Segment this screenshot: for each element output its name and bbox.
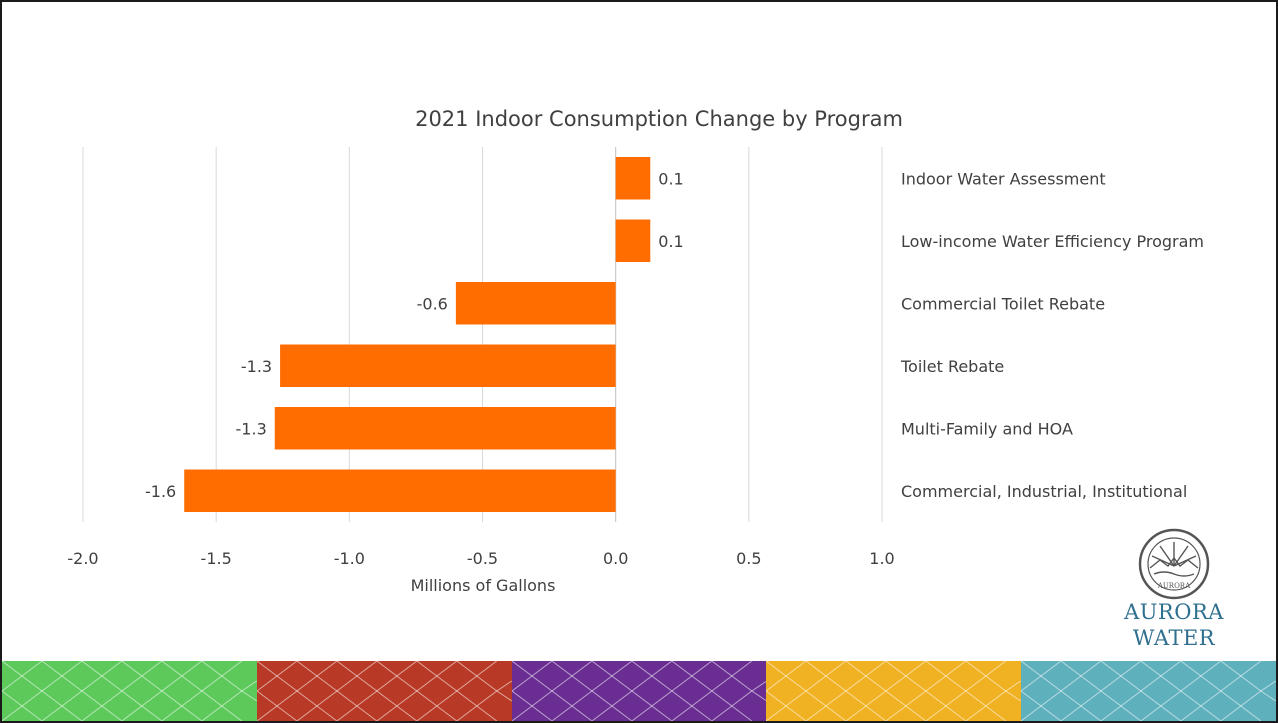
logo-word-aurora: AURORA: [1124, 600, 1224, 624]
bar: [455, 282, 616, 325]
footer-color-band: [2, 660, 1276, 721]
bar: [615, 157, 651, 200]
x-tick-label: 0.5: [736, 549, 761, 568]
bar: [280, 344, 616, 387]
footer-band-segment: [2, 660, 258, 721]
seal-text: AURORA: [1157, 582, 1191, 590]
grid-layer: [82, 147, 883, 522]
data-label: -1.3: [236, 419, 267, 438]
aurora-seal-icon: AURORA: [1138, 528, 1210, 600]
category-label: Low-income Water Efficiency Program: [901, 232, 1204, 251]
lattice-pattern: [256, 660, 512, 721]
footer-band-segment: [1020, 660, 1276, 721]
x-tick-label: -0.5: [467, 549, 498, 568]
bar: [274, 407, 616, 450]
category-label: Indoor Water Assessment: [901, 169, 1106, 188]
category-label: Multi-Family and HOA: [901, 419, 1073, 438]
lattice-pattern: [1020, 660, 1276, 721]
lattice-pattern: [766, 660, 1022, 721]
bar: [184, 469, 616, 512]
data-label: 0.1: [658, 169, 683, 188]
footer-band-segment: [511, 660, 767, 721]
x-tick-label: -1.0: [334, 549, 365, 568]
bar-layer: [184, 157, 651, 512]
data-label: -1.6: [145, 482, 176, 501]
footer-band-segment: [766, 660, 1022, 721]
data-label: -0.6: [417, 294, 448, 313]
data-label: -1.3: [241, 357, 272, 376]
lattice-pattern: [511, 660, 767, 721]
label-layer: 0.1 Indoor Water Assessment 0.1 Low-income …: [145, 169, 1204, 501]
footer-band-segment: [256, 660, 512, 721]
x-tick-label: -1.5: [201, 549, 232, 568]
x-tick-label: 0.0: [603, 549, 628, 568]
category-label: Toilet Rebate: [900, 357, 1004, 376]
category-label: Commercial, Industrial, Institutional: [901, 482, 1187, 501]
x-tick-label: -2.0: [67, 549, 98, 568]
bar-chart: 2021 Indoor Consumption Change by Progra…: [67, 107, 1204, 595]
x-axis-label: Millions of Gallons: [411, 576, 556, 595]
lattice-pattern: [2, 660, 258, 721]
aurora-water-logo: AURORA AURORA WATER: [1124, 526, 1224, 656]
bar: [615, 219, 651, 262]
category-label: Commercial Toilet Rebate: [901, 294, 1105, 313]
data-label: 0.1: [658, 232, 683, 251]
x-tick-label: 1.0: [869, 549, 894, 568]
chart-title: 2021 Indoor Consumption Change by Progra…: [415, 107, 903, 131]
x-tick-layer: -2.0 -1.5 -1.0 -0.5 0.0 0.5 1.0: [67, 549, 894, 568]
logo-word-water: WATER: [1132, 626, 1216, 650]
